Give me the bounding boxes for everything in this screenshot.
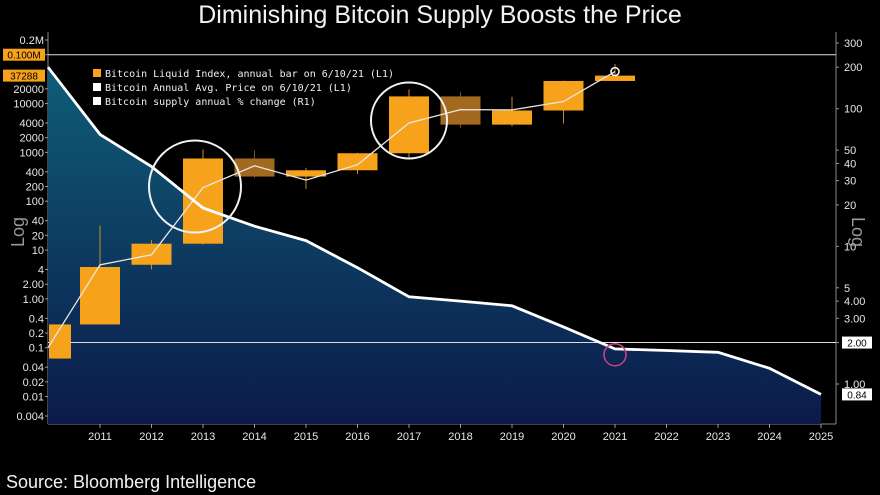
left-tick-label: 0.01 (23, 392, 44, 404)
left-tick-label: 2000 (20, 133, 44, 145)
x-tick-label: 2011 (88, 431, 112, 443)
right-tick-label: 50 (844, 145, 856, 157)
left-tick-label: 200 (26, 182, 44, 194)
right-tick-label: 4.00 (844, 296, 865, 308)
right-tick-label: 3.00 (844, 313, 865, 325)
chart-title: Diminishing Bitcoin Supply Boosts the Pr… (198, 1, 682, 29)
highlight-circle (603, 342, 627, 367)
supply-area-fill (48, 67, 821, 424)
candle-body (49, 324, 71, 359)
source-note: Source: Bloomberg Intelligence (6, 472, 257, 492)
candle-body (286, 170, 326, 177)
right-value-label: 0.84 (847, 390, 867, 401)
right-tick-label: 10 (844, 241, 856, 253)
left-tick-label: 0.02 (23, 377, 44, 389)
left-tick-label: 0.2M (20, 35, 44, 47)
left-tick-label: 4 (38, 264, 44, 276)
legend-swatch (93, 97, 101, 105)
left-tick-label: 100 (26, 196, 44, 208)
value-labels: 0.100M 37288 2.00 0.84 (3, 48, 872, 401)
candle-body (389, 96, 429, 154)
supply-change-path (46, 66, 822, 396)
y-axis-label-left: Log (8, 217, 28, 247)
left-value-label: 37288 (10, 72, 38, 83)
x-tick-label: 2018 (448, 431, 472, 443)
x-tick-label: 2012 (139, 431, 163, 443)
left-tick-label: 1.00 (23, 294, 44, 306)
right-tick-label: 40 (844, 158, 856, 170)
avg-price-path (47, 71, 616, 349)
left-tick-label: 0.004 (16, 411, 44, 423)
x-tick-label: 2015 (294, 431, 318, 443)
x-tick-label: 2017 (397, 431, 421, 443)
left-value-box (3, 69, 45, 82)
right-tick-label: 20 (844, 200, 856, 212)
right-tick-label: 300 (844, 38, 862, 50)
avg-price-line (47, 66, 620, 349)
supply-area (48, 67, 821, 424)
reference-lines (48, 54, 836, 344)
left-tick-label: 0.4 (29, 313, 44, 325)
y-axis-label-right: Log (848, 217, 868, 247)
x-tick-label: 2014 (242, 431, 266, 443)
x-tick-label: 2021 (603, 431, 627, 443)
x-tick-label: 2016 (345, 431, 369, 443)
candle-body (492, 110, 532, 125)
left-tick-label: 2.00 (23, 279, 44, 291)
left-tick-label: 1000 (20, 147, 44, 159)
avg-price-endpoint (610, 66, 620, 77)
bitcoin-supply-chart: 0.2M100000200001000040002000100040020010… (3, 32, 872, 443)
left-tick-label: 20 (32, 230, 44, 242)
left-tick-label: 10000 (13, 99, 44, 111)
right-value-box (842, 388, 872, 401)
legend-swatch (93, 83, 101, 91)
left-tick-label: 400 (26, 167, 44, 179)
right-tick-label: 1.00 (844, 379, 865, 391)
x-tick-label: 2013 (191, 431, 215, 443)
right-tick-label: 5 (844, 283, 850, 295)
legend-label: Bitcoin Liquid Index, annual bar on 6/10… (105, 69, 394, 80)
right-value-label: 2.00 (847, 339, 867, 350)
supply-change-line (46, 66, 822, 396)
candles (49, 63, 635, 359)
right-tick-label: 200 (844, 62, 862, 74)
x-tick-label: 2019 (500, 431, 524, 443)
left-tick-label: 10 (32, 245, 44, 257)
left-tick-label: 0.04 (23, 362, 44, 374)
legend-swatch (93, 69, 101, 77)
highlight-circle (148, 139, 242, 234)
left-tick-label: 0.2 (29, 328, 44, 340)
left-tick-label: 40 (32, 216, 44, 228)
legend-label: Bitcoin supply annual % change (R1) (105, 97, 316, 108)
candle-body (337, 153, 378, 171)
right-value-box (842, 336, 872, 349)
x-tick-label: 2020 (551, 431, 575, 443)
left-value-box (3, 48, 45, 61)
x-tick-label: 2024 (757, 431, 781, 443)
left-tick-label: 20000 (13, 84, 44, 96)
candle-body (543, 80, 584, 111)
candle-body (80, 266, 120, 325)
left-tick-label: 0.1 (29, 343, 44, 355)
candle-body (234, 158, 275, 177)
right-tick-label: 30 (844, 176, 856, 188)
legend: Bitcoin Liquid Index, annual bar on 6/10… (93, 69, 394, 108)
right-tick-label: 100 (844, 104, 862, 116)
legend-label: Bitcoin Annual Avg. Price on 6/10/21 (L1… (105, 83, 352, 94)
x-tick-label: 2022 (654, 431, 678, 443)
left-tick-label: 4000 (20, 118, 44, 130)
x-axis: 2011 2012 2013 2014 2015 2016 2017 2018 2019 2020… (88, 424, 833, 443)
candle-body (183, 158, 223, 244)
x-tick-label: 2025 (809, 431, 833, 443)
x-tick-label: 2023 (706, 431, 730, 443)
candle-body (595, 75, 635, 81)
left-value-label: 0.100M (7, 51, 40, 62)
highlight-circle (370, 81, 448, 160)
highlight-circles (148, 81, 627, 367)
